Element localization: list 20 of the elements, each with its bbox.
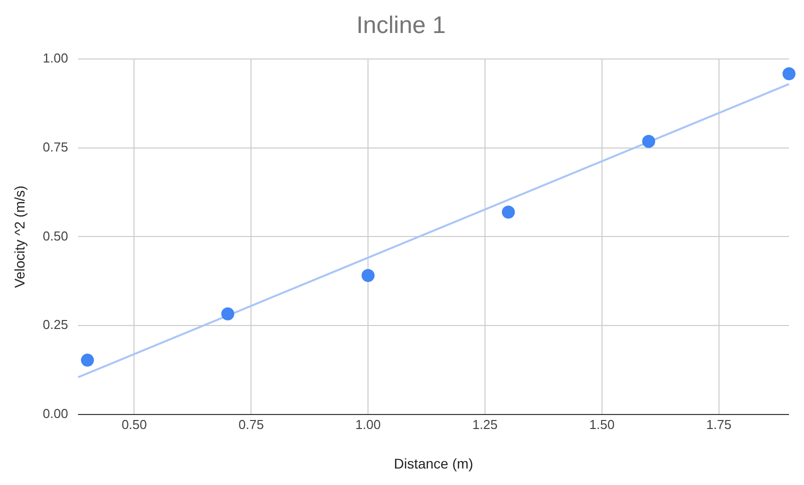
x-tick-label: 1.25 — [472, 416, 498, 432]
y-tick-label: 0.25 — [42, 317, 68, 332]
point — [782, 67, 796, 80]
x-tick-label: 1.75 — [706, 416, 732, 432]
x-axis-title: Distance (m) — [394, 455, 474, 472]
chart-title: Incline 1 — [356, 12, 446, 40]
y-tick-label: 0.75 — [42, 139, 68, 154]
point — [502, 206, 515, 219]
y-tick-label: 1.00 — [42, 50, 68, 66]
y-tick-label: 0.00 — [42, 406, 68, 422]
x-tick-label: 0.75 — [238, 416, 264, 432]
point — [80, 354, 94, 367]
point — [362, 268, 375, 282]
point — [642, 134, 656, 148]
x-tick-label: 1.00 — [355, 416, 381, 432]
x-tick-label: 1.50 — [589, 416, 615, 432]
point — [221, 307, 234, 320]
y-tick-label: 0.50 — [42, 228, 68, 244]
x-tick-label: 0.50 — [122, 416, 147, 432]
y-axis-title: Velocity ^2 (m/s) — [11, 186, 28, 288]
